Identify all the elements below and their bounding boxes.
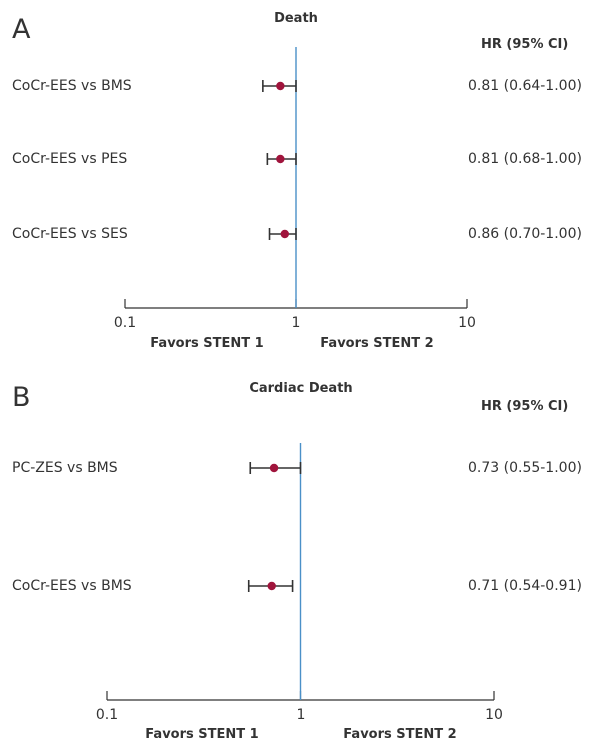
- panel-letter: B: [12, 382, 31, 413]
- x-tick-label: 10: [458, 315, 476, 331]
- panel-letter: A: [12, 14, 31, 45]
- hr-value: 0.81 (0.68-1.00): [468, 151, 582, 167]
- hr-point: [276, 154, 285, 164]
- hr-column-header: HR (95% CI): [481, 37, 569, 52]
- x-tick-label: 1: [296, 707, 306, 723]
- hr-value: 0.71 (0.54-0.91): [468, 578, 582, 594]
- row-label: CoCr-EES vs PES: [12, 151, 128, 167]
- row-label: CoCr-EES vs BMS: [12, 578, 132, 594]
- favors-left-label: Favors STENT 1: [150, 336, 264, 351]
- favors-right-label: Favors STENT 2: [343, 727, 457, 742]
- hr-point: [276, 81, 285, 91]
- hr-value: 0.73 (0.55-1.00): [468, 460, 582, 476]
- forest-plot: [106, 443, 495, 701]
- row-label: CoCr-EES vs BMS: [12, 78, 132, 94]
- forest-plot: [124, 47, 468, 309]
- hr-column-header: HR (95% CI): [481, 399, 569, 414]
- panel-title: Death: [274, 11, 318, 26]
- hr-point: [280, 229, 289, 239]
- hr-point: [269, 463, 279, 473]
- row-label: CoCr-EES vs SES: [12, 226, 128, 242]
- panel-a: A Death HR (95% CI) CoCr-EES vs BMS CoCr…: [0, 0, 591, 370]
- hr-value: 0.81 (0.64-1.00): [468, 78, 582, 94]
- panel-title: Cardiac Death: [249, 381, 353, 396]
- x-tick-label: 0.1: [113, 315, 137, 331]
- x-tick-label: 10: [485, 707, 503, 723]
- favors-right-label: Favors STENT 2: [320, 336, 434, 351]
- x-tick-label: 0.1: [95, 707, 119, 723]
- row-label: PC-ZES vs BMS: [12, 460, 118, 476]
- hr-point: [267, 581, 276, 591]
- hr-value: 0.86 (0.70-1.00): [468, 226, 582, 242]
- x-tick-label: 1: [291, 315, 301, 331]
- panel-b: B Cardiac Death HR (95% CI) PC-ZES vs BM…: [0, 370, 591, 742]
- favors-left-label: Favors STENT 1: [145, 727, 259, 742]
